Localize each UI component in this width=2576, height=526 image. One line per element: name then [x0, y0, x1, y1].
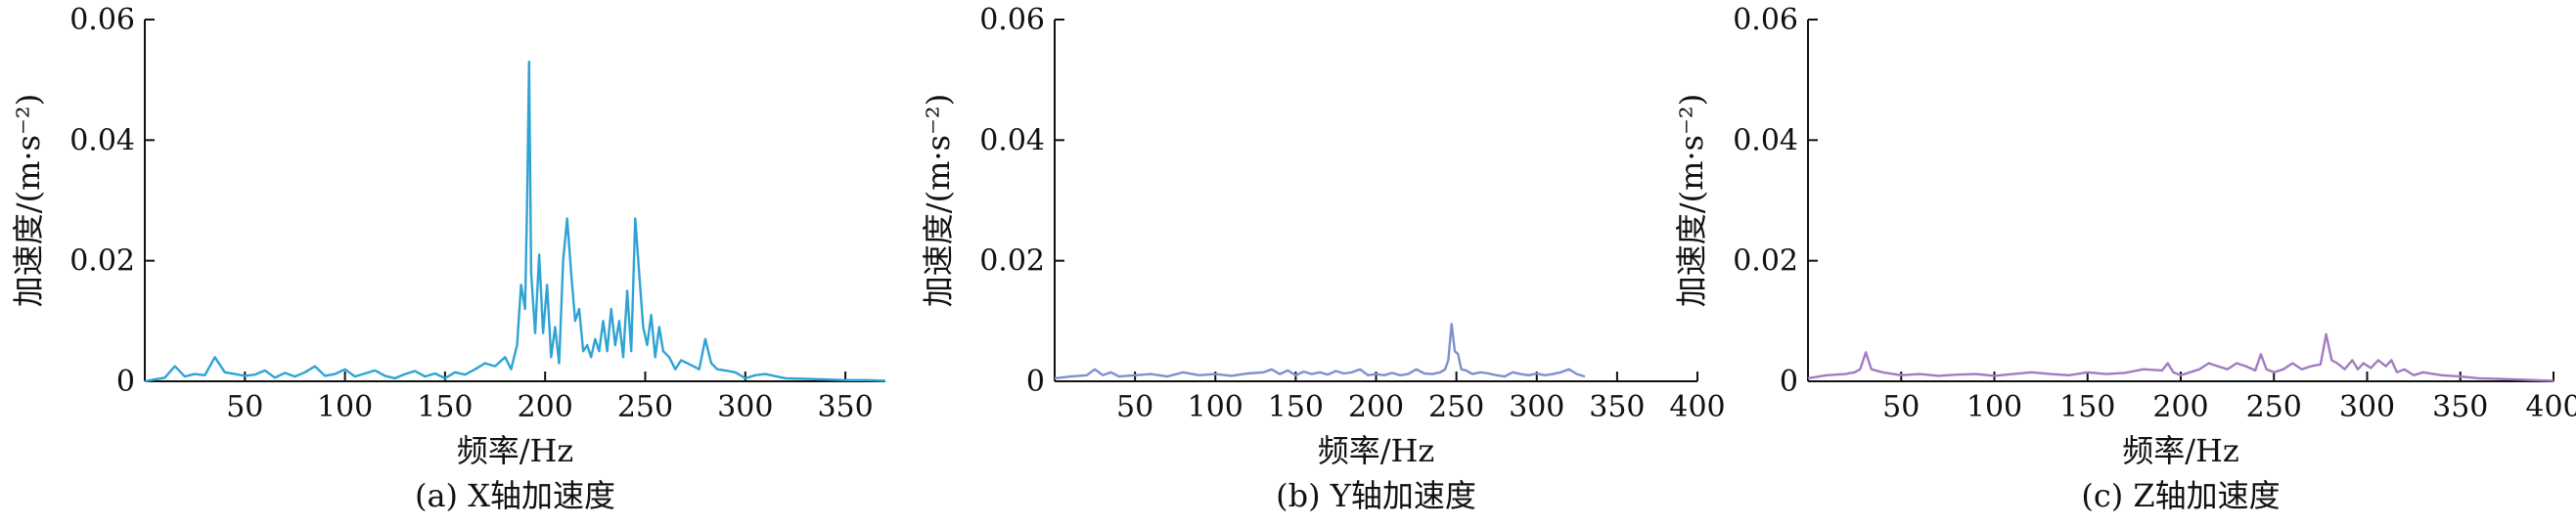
series-line [144, 61, 886, 383]
y-tick-label: 0.02 [1733, 244, 1798, 279]
x-tick-label: 50 [1882, 390, 1920, 424]
x-tick-label: 300 [2339, 390, 2395, 424]
x-tick-label: 200 [1348, 390, 1404, 424]
chart-panel-1: 0 0.02 0.04 0.06 50 100 150 200 250 300 350 400 频率/H… [920, 3, 1726, 514]
series-line [1054, 323, 1586, 380]
chart-panel-0: 0 0.02 0.04 0.06 50 100 150 200 250 300 350 频率/Hz 加速… [10, 3, 886, 514]
y-tick-label: 0 [1780, 365, 1798, 399]
y-tick-label: 0 [116, 365, 135, 399]
y-tick-label: 0.04 [69, 123, 135, 157]
y-axis-label: 加速度/(m·s⁻²) [920, 94, 957, 307]
x-tick-label: 100 [1966, 390, 2022, 424]
x-tick-label: 400 [2525, 390, 2576, 424]
y-axis-label: 加速度/(m·s⁻²) [10, 94, 47, 307]
x-tick-label: 150 [1268, 390, 1324, 424]
x-tick-label: 150 [2059, 390, 2115, 424]
series-line [1807, 332, 2554, 382]
x-tick-label: 300 [717, 390, 773, 424]
chart-caption: (a) X轴加速度 [415, 477, 615, 514]
chart-caption: (b) Y轴加速度 [1276, 477, 1476, 514]
x-axis-label: 频率/Hz [457, 432, 574, 469]
y-tick-label: 0.04 [1733, 123, 1798, 157]
x-tick-label: 200 [2152, 390, 2208, 424]
chart-panel-2: 0 0.02 0.04 0.06 50 100 150 200 250 300 350 400 频率/H… [1673, 3, 2576, 514]
y-tick-label: 0.06 [979, 3, 1045, 37]
y-axis-label: 加速度/(m·s⁻²) [1673, 94, 1710, 307]
y-tick-label: 0.02 [69, 244, 135, 279]
x-axis-label: 频率/Hz [1318, 432, 1435, 469]
x-tick-label: 350 [817, 390, 873, 424]
chart-caption: (c) Z轴加速度 [2081, 477, 2280, 514]
y-tick-label: 0.06 [69, 3, 135, 37]
x-tick-label: 250 [617, 390, 673, 424]
y-tick-label: 0.02 [979, 244, 1045, 279]
x-tick-label: 150 [417, 390, 473, 424]
y-tick-label: 0.04 [979, 123, 1045, 157]
x-tick-label: 300 [1509, 390, 1564, 424]
x-axis-label: 频率/Hz [2122, 432, 2239, 469]
x-tick-label: 100 [317, 390, 373, 424]
x-tick-label: 50 [1116, 390, 1153, 424]
x-tick-label: 100 [1188, 390, 1243, 424]
x-tick-label: 350 [2432, 390, 2488, 424]
x-tick-label: 50 [226, 390, 263, 424]
x-tick-label: 250 [2246, 390, 2302, 424]
x-tick-label: 350 [1589, 390, 1645, 424]
y-tick-label: 0.06 [1733, 3, 1798, 37]
x-tick-label: 250 [1428, 390, 1484, 424]
x-tick-label: 400 [1669, 390, 1725, 424]
y-tick-label: 0 [1026, 365, 1045, 399]
x-tick-label: 200 [518, 390, 573, 424]
